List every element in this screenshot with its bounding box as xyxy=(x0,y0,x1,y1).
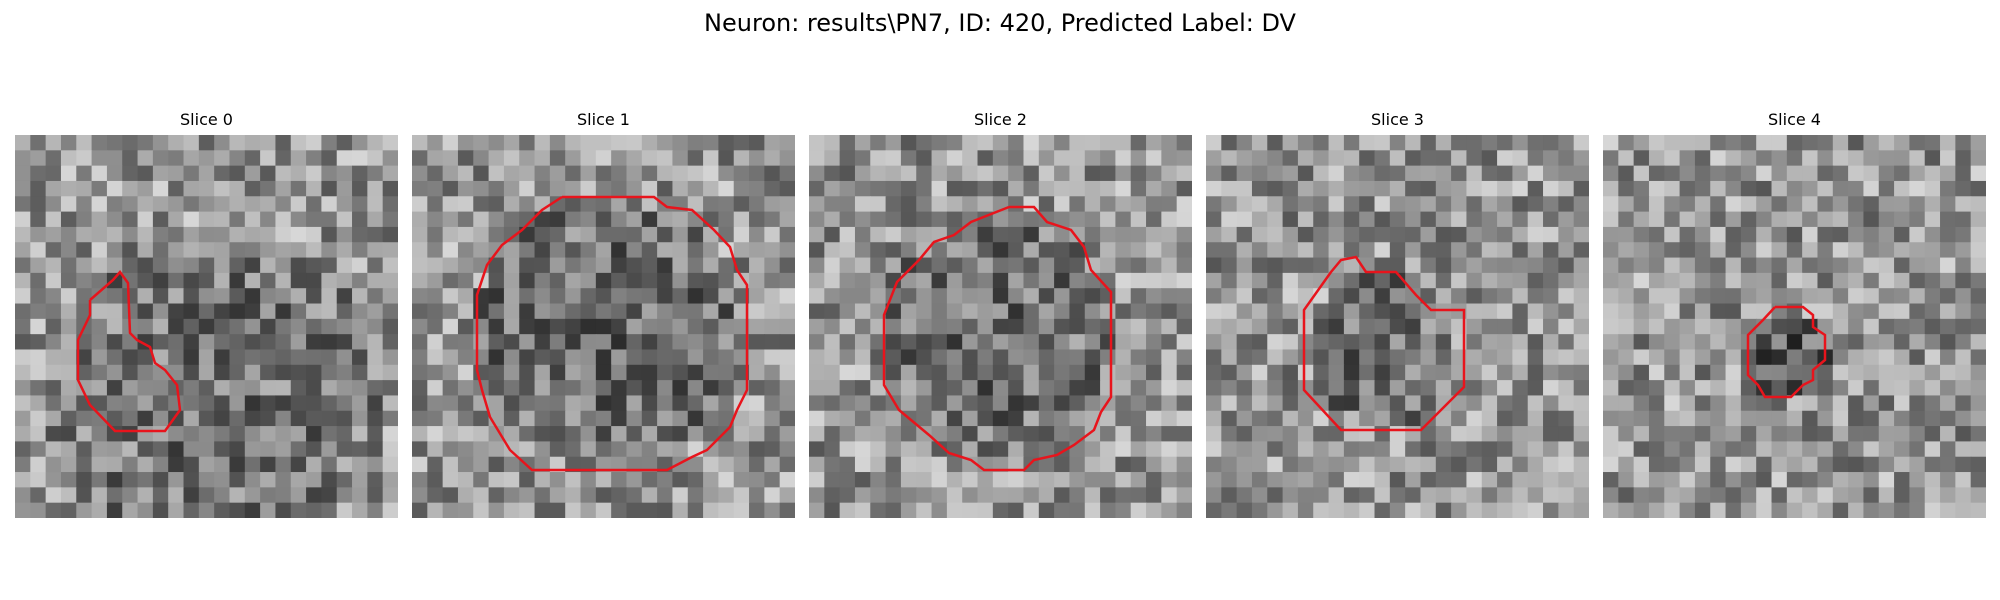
slice-title: Slice 2 xyxy=(974,110,1027,129)
figure-title: Neuron: results\PN7, ID: 420, Predicted … xyxy=(704,9,1296,37)
slice-title: Slice 1 xyxy=(577,110,630,129)
grayscale-pixels xyxy=(1603,135,1986,518)
roi-contour xyxy=(1302,255,1466,432)
slice-title: Slice 3 xyxy=(1371,110,1424,129)
slice-image-4 xyxy=(1603,135,1986,518)
grayscale-pixels xyxy=(15,135,398,518)
slice-image-0 xyxy=(15,135,398,518)
roi-contour xyxy=(1746,305,1827,399)
grayscale-pixels xyxy=(412,135,795,518)
slice-image-1 xyxy=(412,135,795,518)
slice-image-3 xyxy=(1206,135,1589,518)
roi-contour xyxy=(76,269,182,433)
roi-contour xyxy=(475,195,749,472)
slice-title: Slice 0 xyxy=(180,110,233,129)
roi-contour xyxy=(882,205,1113,472)
slice-title: Slice 4 xyxy=(1768,110,1821,129)
slice-image-2 xyxy=(809,135,1192,518)
grayscale-pixels xyxy=(809,135,1192,518)
grayscale-pixels xyxy=(1206,135,1589,518)
